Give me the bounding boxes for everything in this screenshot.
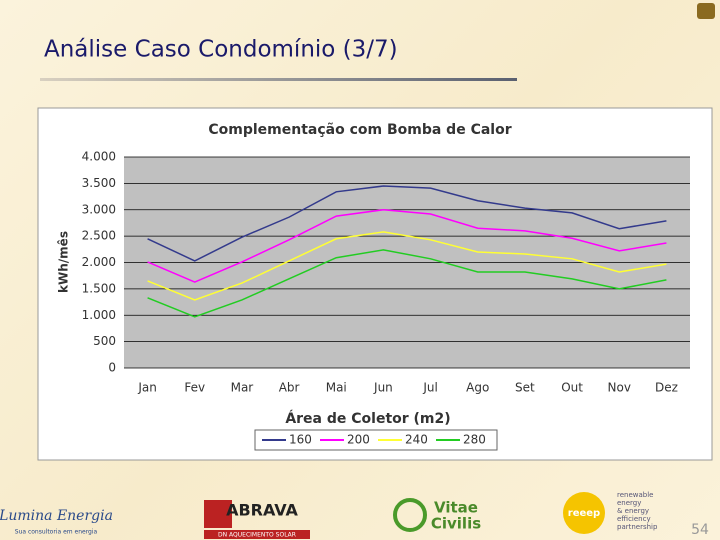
logo-abrava: ABRAVA DN AQUECIMENTO SOLAR (204, 500, 310, 539)
logo-text: DN AQUECIMENTO SOLAR (218, 532, 296, 539)
logo-shape (393, 498, 427, 532)
logo-text: efficiency (617, 515, 651, 523)
x-axis-label: Área de Coletor (m2) (285, 410, 450, 427)
x-tick-label: Abr (279, 381, 300, 395)
x-tick-label: Nov (608, 381, 631, 395)
legend (254, 429, 498, 451)
logo-text: energy (617, 499, 641, 507)
series-line (147, 208, 667, 283)
legend-label: 280 (463, 433, 486, 447)
legend-label: 160 (289, 433, 312, 447)
logo-text: partnership (617, 523, 658, 531)
logo-shape (204, 530, 310, 539)
logo-text: & energy (617, 507, 649, 515)
x-tick-label: Set (515, 381, 535, 395)
logo-text: Sua consultoria em energia (15, 529, 98, 536)
y-tick-label: 0 (108, 361, 116, 375)
logo-reeep: reeep renewable energy & energy efficien… (563, 491, 658, 534)
logo-shape (563, 492, 605, 534)
y-tick-label: 4.000 (82, 150, 116, 164)
x-tick-label: Fev (184, 381, 205, 395)
logo-text: Civilis (431, 515, 481, 533)
logo-text: Vitae (434, 499, 478, 517)
series-line (147, 185, 667, 262)
legend-label: 200 (347, 433, 370, 447)
y-tick-label: 3.500 (82, 176, 116, 190)
chart-title: Complementação com Bomba de Calor (208, 122, 511, 138)
nav-icon[interactable] (697, 3, 715, 19)
logo-text: ABRAVA (226, 501, 298, 520)
x-tick-label: Jan (137, 381, 157, 395)
x-tick-label: Mai (326, 381, 347, 395)
logo-lumina: Lumina Energia Sua consultoria em energi… (0, 508, 113, 536)
y-tick-label: 2.000 (82, 255, 116, 269)
logo-text: renewable (617, 491, 653, 499)
x-tick-label: Mar (231, 381, 254, 395)
series-line (147, 249, 667, 318)
logo-vitae: Vitae Civilis (393, 498, 481, 533)
y-axis-label: kWh/mês (57, 231, 71, 293)
x-tick-label: Dez (655, 381, 678, 395)
x-tick-label: Jul (422, 381, 437, 395)
x-tick-label: Jun (373, 381, 393, 395)
y-tick-label: 1.500 (82, 281, 116, 295)
y-tick-label: 2.500 (82, 229, 116, 243)
x-tick-label: Out (561, 381, 583, 395)
x-tick-label: Ago (466, 381, 489, 395)
slide-title: Análise Caso Condomínio (3/7) (44, 37, 398, 63)
y-tick-label: 500 (93, 334, 116, 348)
legend-label: 240 (405, 433, 428, 447)
series-line (147, 231, 667, 301)
y-tick-label: 3.000 (82, 202, 116, 216)
page-number: 54 (691, 522, 709, 538)
logo-text: Lumina Energia (0, 508, 113, 524)
title-underline (40, 78, 517, 81)
y-tick-label: 1.000 (82, 308, 116, 322)
logo-shape (204, 500, 232, 528)
logo-text: reeep (568, 508, 600, 519)
